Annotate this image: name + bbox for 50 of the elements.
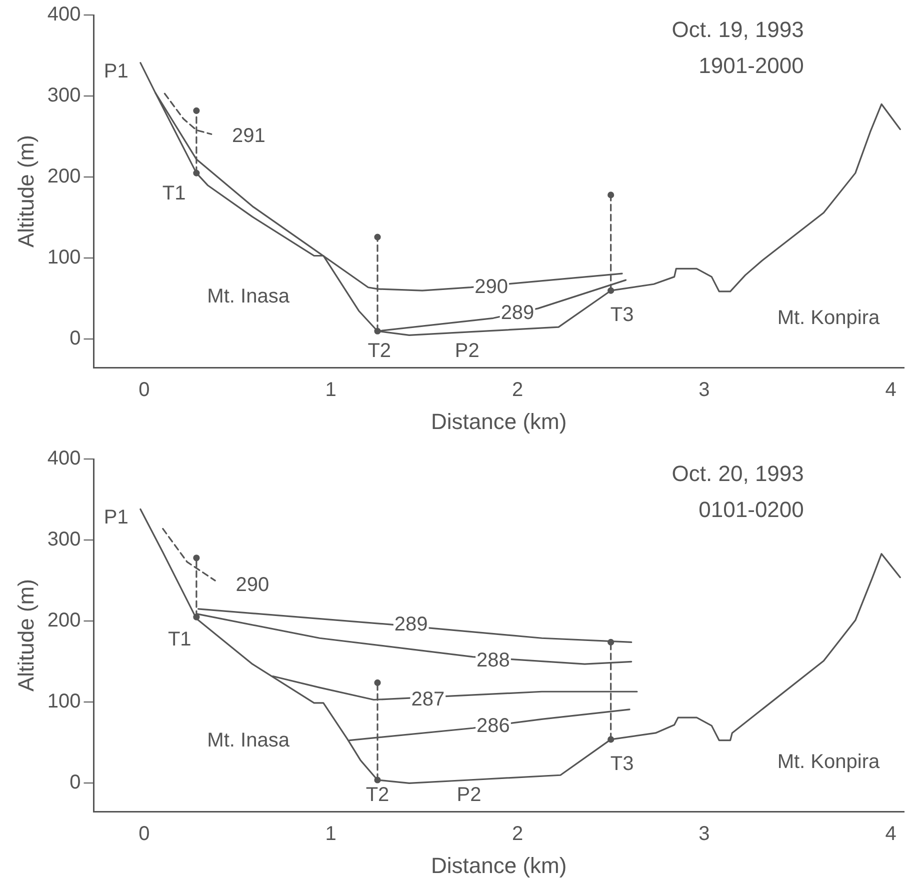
annotation: 289 (500, 302, 534, 324)
annotation: Mt. Inasa (207, 730, 290, 752)
y-tick-label: 100 (47, 690, 81, 713)
annotation: 291 (232, 125, 266, 148)
x-tick-label: 4 (885, 823, 896, 846)
text: 0101-0200 (698, 497, 804, 522)
x-tick-label: 1 (325, 379, 336, 402)
annotation: T2 (368, 340, 392, 362)
annotation: 288 (476, 649, 510, 672)
text: 1901-2000 (698, 53, 804, 78)
annotation: T2 (366, 784, 390, 806)
annotation: 287 (411, 688, 445, 710)
y-tick-label: 400 (47, 4, 81, 26)
chart-title: Oct. 19, 1993 (672, 17, 804, 42)
y-tick-label: 100 (47, 246, 81, 269)
y-tick-label: 300 (47, 528, 81, 551)
x-tick-label: 0 (138, 823, 150, 846)
x-axis-title: Distance (km) (430, 408, 567, 434)
x-tick-label: 3 (698, 823, 710, 846)
x-axis-title: Distance (km) (430, 852, 567, 878)
annotation: P1 (104, 60, 128, 82)
x-tick-label: 3 (698, 379, 710, 402)
annotation: 286 (476, 715, 510, 738)
chart-title: Oct. 20, 1993 (672, 461, 804, 486)
y-tick-label: 300 (47, 84, 81, 107)
y-axis-title: Altitude (m) (13, 579, 38, 692)
annotation: T3 (610, 304, 634, 326)
annotation: P2 (454, 340, 480, 362)
x-tick-label: 2 (512, 379, 524, 402)
y-tick-label: 200 (47, 166, 81, 188)
y-tick-label: 400 (47, 448, 81, 470)
y-tick-label: 200 (47, 610, 81, 632)
annotation: 290 (236, 574, 270, 596)
annotation: Mt. Konpira (777, 306, 880, 329)
x-tick-label: 2 (512, 823, 524, 846)
y-axis-title: Altitude (m) (13, 135, 38, 248)
annotation: P1 (104, 506, 128, 529)
y-tick-label: 0 (70, 328, 81, 350)
annotation: T1 (162, 182, 186, 205)
annotation: 290 (474, 276, 508, 298)
y-tick-label: 0 (70, 772, 81, 794)
annotation: P2 (456, 784, 482, 806)
annotation: T3 (610, 753, 634, 776)
annotation: Mt. Inasa (207, 286, 290, 308)
x-tick-label: 0 (138, 379, 150, 402)
x-tick-label: 1 (325, 823, 336, 846)
annotation: Mt. Konpira (777, 750, 880, 773)
annotation: 289 (394, 614, 428, 636)
x-tick-label: 4 (885, 379, 896, 402)
annotation: T1 (168, 628, 192, 650)
